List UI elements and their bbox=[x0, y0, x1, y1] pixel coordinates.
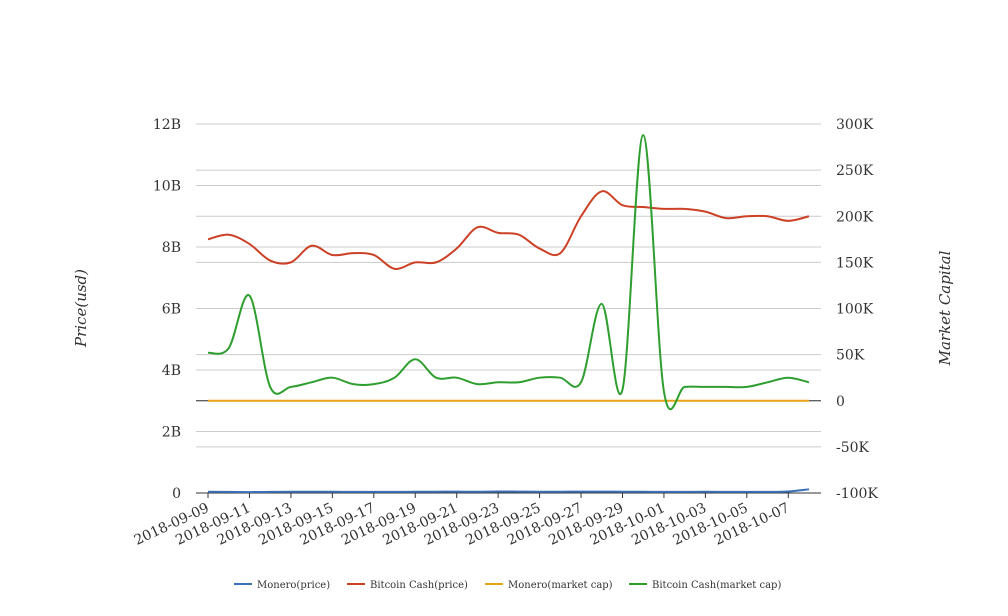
right-tick-label: 100K bbox=[836, 302, 874, 318]
right-tick-label: 300K bbox=[836, 117, 874, 133]
right-tick-label: 250K bbox=[836, 163, 874, 179]
right-tick-label: 200K bbox=[836, 209, 874, 225]
series-line-bitcoin-cash-market-cap bbox=[207, 134, 810, 411]
x-axis: 2018-09-092018-09-112018-09-132018-09-15… bbox=[132, 493, 792, 549]
right-tick-label: -100K bbox=[836, 486, 878, 502]
left-tick-label: 10B bbox=[153, 179, 181, 195]
left-tick-label: 8B bbox=[162, 240, 181, 256]
legend-label-monero-market-cap: Monero(market cap) bbox=[508, 580, 613, 591]
left-tick-label: 4B bbox=[162, 363, 181, 379]
right-tick-label: -50K bbox=[836, 440, 870, 456]
left-y-axis: 0 2B 4B 6B 8B 10B 12B bbox=[153, 117, 181, 502]
right-tick-label: 0 bbox=[836, 394, 845, 410]
series-layer bbox=[207, 134, 810, 494]
legend: Monero(price) Bitcoin Cash(price) Monero(m… bbox=[234, 580, 781, 591]
legend-label-bitcoin-cash-price: Bitcoin Cash(price) bbox=[370, 580, 468, 591]
left-tick-label: 2B bbox=[162, 425, 181, 441]
right-y-axis: -100K -50K 0 50K 100K 150K 200K 250K 300K bbox=[836, 117, 878, 502]
legend-label-monero-price: Monero(price) bbox=[257, 580, 330, 591]
legend-label-bitcoin-cash-market-cap: Bitcoin Cash(market cap) bbox=[652, 580, 781, 591]
left-axis-title: Price(usd) bbox=[72, 269, 90, 348]
right-tick-label: 150K bbox=[836, 255, 874, 271]
left-tick-label: 6B bbox=[162, 302, 181, 318]
left-tick-label: 12B bbox=[153, 117, 181, 133]
series-line-monero-price bbox=[207, 488, 810, 494]
right-axis-title: Market Capital bbox=[936, 250, 954, 366]
grid-layer bbox=[196, 123, 821, 494]
series-line-bitcoin-cash-price bbox=[207, 190, 810, 270]
right-tick-label: 50K bbox=[836, 348, 865, 364]
left-tick-label: 0 bbox=[172, 486, 181, 502]
